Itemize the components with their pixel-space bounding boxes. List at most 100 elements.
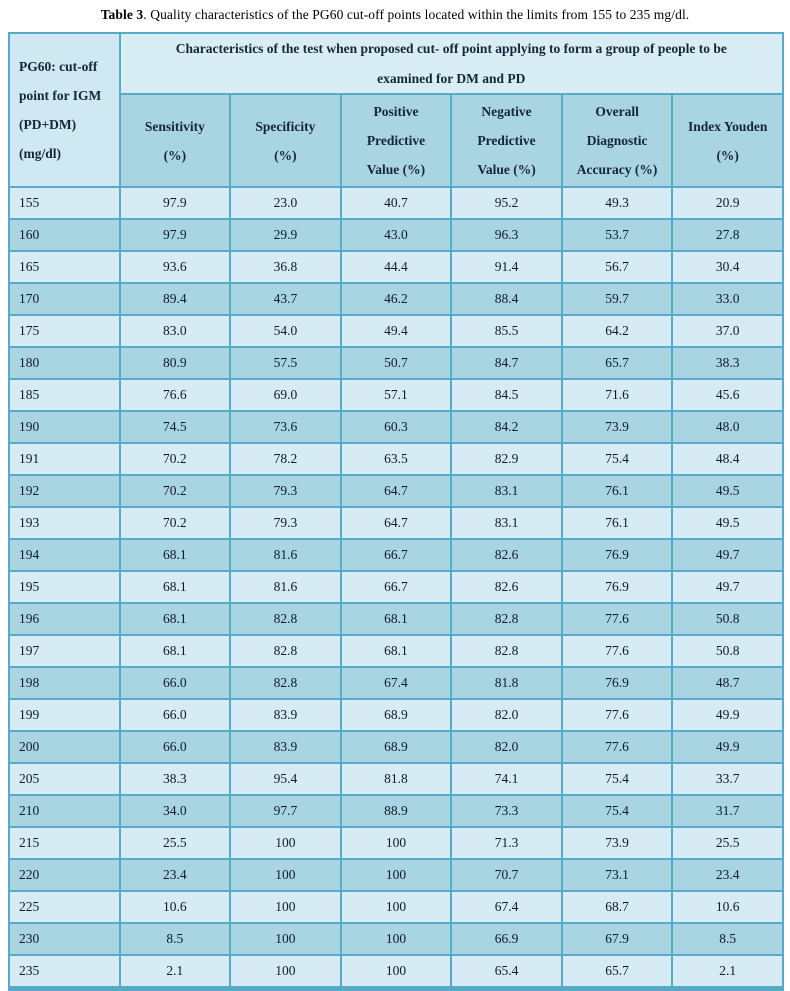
- column-header: Sensitivity (%): [118, 93, 232, 189]
- metric-value-cell: 29.9: [229, 218, 342, 253]
- metric-value-cell: 49.9: [671, 730, 784, 765]
- metric-value-cell: 53.7: [560, 218, 674, 253]
- table-row: 225 10.6 100 100 67.4 68.7 10.6: [8, 890, 784, 925]
- metric-value-cell: 36.8: [229, 250, 342, 285]
- cutoff-value-cell: 194: [8, 538, 121, 573]
- metric-value-cell: 68.7: [560, 890, 674, 925]
- metric-value-cell: 60.3: [339, 410, 453, 445]
- metric-value-cell: 43.0: [339, 218, 453, 253]
- table-head: PG60: cut-off point for IGM (PD+DM) (mg/dl)…: [8, 31, 785, 189]
- header-line: Negative: [481, 104, 532, 120]
- metric-value-cell: 10.6: [118, 890, 232, 925]
- metric-value-cell: 100: [229, 858, 342, 893]
- metric-value-cell: 74.5: [118, 410, 232, 445]
- table-row: 170 89.4 43.7 46.2 88.4 59.7 33.0: [8, 282, 784, 317]
- metric-value-cell: 93.6: [118, 250, 232, 285]
- metric-value-cell: 56.7: [560, 250, 674, 285]
- metric-value-cell: 69.0: [229, 378, 342, 413]
- metric-value-cell: 85.5: [450, 314, 563, 349]
- cutoff-value-cell: 193: [8, 506, 121, 541]
- header-row-1: PG60: cut-off point for IGM (PD+DM) (mg/dl)…: [8, 31, 785, 189]
- metric-value-cell: 25.5: [671, 826, 784, 861]
- cutoff-value-cell: 192: [8, 474, 121, 509]
- table-row: 175 83.0 54.0 49.4 85.5 64.2 37.0: [8, 314, 784, 349]
- metric-value-cell: 8.5: [118, 922, 232, 957]
- table-row: 197 68.1 82.8 68.1 82.8 77.6 50.8: [8, 634, 784, 669]
- metric-value-cell: 83.9: [229, 730, 342, 765]
- header-line: (%): [163, 147, 187, 163]
- metric-value-cell: 68.1: [118, 570, 232, 605]
- header-line: PG60: cut-off: [19, 59, 98, 75]
- metric-value-cell: 88.9: [339, 794, 453, 829]
- metric-value-cell: 49.3: [560, 186, 674, 221]
- metric-value-cell: 70.2: [118, 442, 232, 477]
- metric-value-cell: 48.7: [671, 666, 784, 701]
- cutoff-value-cell: 190: [8, 410, 121, 445]
- metric-value-cell: 66.7: [339, 538, 453, 573]
- metric-value-cell: 45.6: [671, 378, 784, 413]
- metric-value-cell: 66.7: [339, 570, 453, 605]
- header-line: Diagnostic: [586, 133, 648, 149]
- cutoff-value-cell: 196: [8, 602, 121, 637]
- table-caption: Table 3. Quality characteristics of the …: [0, 0, 790, 23]
- metric-value-cell: 78.2: [229, 442, 342, 477]
- metric-value-cell: 82.8: [229, 666, 342, 701]
- metric-value-cell: 76.9: [560, 538, 674, 573]
- metric-value-cell: 64.7: [339, 506, 453, 541]
- metric-value-cell: 70.2: [118, 474, 232, 509]
- metric-value-cell: 65.7: [560, 346, 674, 381]
- metric-value-cell: 48.0: [671, 410, 784, 445]
- caption-label: Table 3: [100, 7, 144, 22]
- table-row: 200 66.0 83.9 68.9 82.0 77.6 49.9: [8, 730, 784, 765]
- metric-value-cell: 48.4: [671, 442, 784, 477]
- cutoff-value-cell: 191: [8, 442, 121, 477]
- metric-value-cell: 96.3: [450, 218, 563, 253]
- metric-value-cell: 71.3: [450, 826, 563, 861]
- metric-value-cell: 81.6: [229, 570, 342, 605]
- metric-value-cell: 95.2: [450, 186, 563, 221]
- table-body: 155 97.9 23.0 40.7 95.2 49.3 20.9 160 97.9 29.9 43…: [8, 186, 784, 990]
- metric-value-cell: 100: [339, 922, 453, 957]
- metric-value-cell: 84.5: [450, 378, 563, 413]
- cutoff-value-cell: 220: [8, 858, 121, 893]
- metric-value-cell: 66.9: [450, 922, 563, 957]
- metric-value-cell: 91.4: [450, 250, 563, 285]
- metric-value-cell: 23.0: [229, 186, 342, 221]
- metric-value-cell: 65.7: [560, 954, 674, 990]
- metric-value-cell: 95.4: [229, 762, 342, 797]
- metric-value-cell: 77.6: [560, 730, 674, 765]
- metric-value-cell: 82.6: [450, 538, 563, 573]
- metric-value-cell: 100: [339, 890, 453, 925]
- metric-value-cell: 34.0: [118, 794, 232, 829]
- metric-value-cell: 38.3: [118, 762, 232, 797]
- metric-value-cell: 81.8: [339, 762, 453, 797]
- metric-value-cell: 68.1: [118, 538, 232, 573]
- table-row: 185 76.6 69.0 57.1 84.5 71.6 45.6: [8, 378, 784, 413]
- metric-value-cell: 100: [339, 858, 453, 893]
- column-header: Positive Predictive Value (%): [339, 93, 453, 189]
- metric-value-cell: 68.9: [339, 698, 453, 733]
- metric-value-cell: 77.6: [560, 634, 674, 669]
- metric-value-cell: 80.9: [118, 346, 232, 381]
- metric-value-cell: 49.7: [671, 538, 784, 573]
- metric-value-cell: 65.4: [450, 954, 563, 990]
- metric-value-cell: 66.0: [118, 698, 232, 733]
- metric-value-cell: 10.6: [671, 890, 784, 925]
- header-line: Sensitivity: [144, 118, 205, 134]
- table-row: 230 8.5 100 100 66.9 67.9 8.5: [8, 922, 784, 957]
- metric-value-cell: 49.5: [671, 506, 784, 541]
- metric-value-cell: 57.1: [339, 378, 453, 413]
- metric-value-cell: 67.4: [339, 666, 453, 701]
- metric-value-cell: 2.1: [671, 954, 784, 990]
- header-line: Value (%): [477, 162, 536, 178]
- header-line: Overall: [595, 104, 639, 120]
- metric-value-cell: 68.1: [339, 602, 453, 637]
- table-row: 155 97.9 23.0 40.7 95.2 49.3 20.9: [8, 186, 784, 221]
- metric-value-cell: 25.5: [118, 826, 232, 861]
- metric-value-cell: 76.9: [560, 570, 674, 605]
- metric-value-cell: 73.9: [560, 410, 674, 445]
- metric-value-cell: 82.8: [229, 634, 342, 669]
- metric-value-cell: 43.7: [229, 282, 342, 317]
- metric-value-cell: 84.7: [450, 346, 563, 381]
- header-line: (PD+DM): [19, 117, 77, 133]
